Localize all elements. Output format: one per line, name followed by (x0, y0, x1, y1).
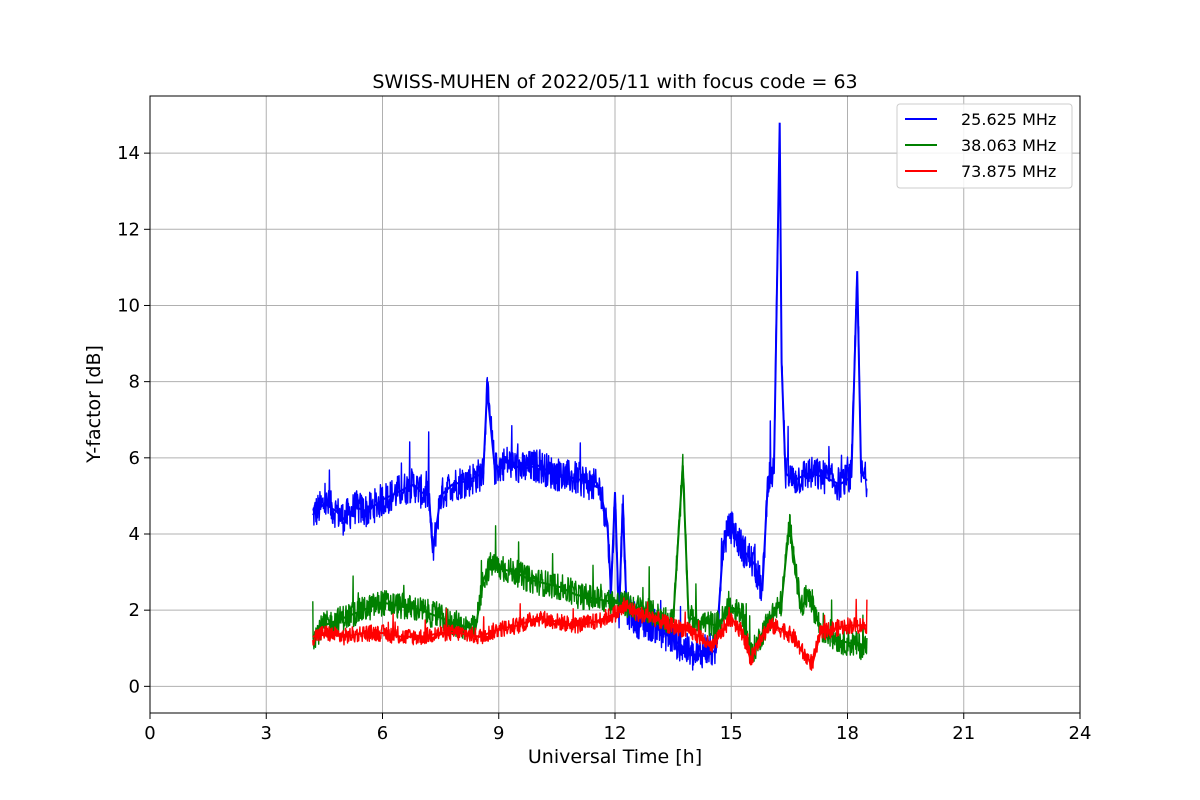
legend: 25.625 MHz 38.063 MHz 73.875 MHz (896, 103, 1073, 189)
legend-entry-label: 38.063 MHz (961, 136, 1056, 155)
x-tick-label: 15 (720, 723, 743, 744)
y-axis-ticks: 0 2 4 6 8 10 12 14 (117, 143, 150, 697)
x-tick-label: 24 (1069, 723, 1092, 744)
y-axis-label: Y-factor [dB] (83, 345, 105, 464)
legend-entry-label: 73.875 MHz (961, 162, 1056, 181)
x-tick-label: 9 (493, 723, 504, 744)
y-tick-label: 6 (129, 448, 140, 469)
x-tick-label: 6 (377, 723, 388, 744)
x-tick-label: 0 (144, 723, 155, 744)
y-tick-label: 12 (117, 219, 140, 240)
y-tick-label: 10 (117, 295, 140, 316)
legend-entry-label: 25.625 MHz (961, 110, 1056, 129)
x-tick-label: 3 (261, 723, 272, 744)
x-tick-label: 18 (836, 723, 859, 744)
x-axis-label: Universal Time [h] (528, 746, 702, 768)
y-tick-label: 2 (129, 600, 140, 621)
y-tick-label: 4 (129, 524, 140, 545)
y-tick-label: 0 (129, 676, 140, 697)
series-anchor-line-2 (312, 605, 867, 666)
series-line-1 (312, 453, 868, 663)
plot-series-lines (312, 122, 868, 671)
chart-title: SWISS-MUHEN of 2022/05/11 with focus cod… (372, 71, 857, 93)
x-axis-ticks: 0 3 6 9 12 15 18 21 24 (144, 713, 1091, 744)
legend-box (896, 103, 1073, 189)
y-tick-label: 8 (129, 372, 140, 393)
series-line-2 (312, 597, 868, 671)
x-tick-label: 21 (952, 723, 975, 744)
x-tick-label: 12 (604, 723, 627, 744)
series-anchor-line-0 (312, 122, 868, 662)
y-tick-label: 14 (117, 143, 140, 164)
grid-lines (149, 96, 1081, 713)
